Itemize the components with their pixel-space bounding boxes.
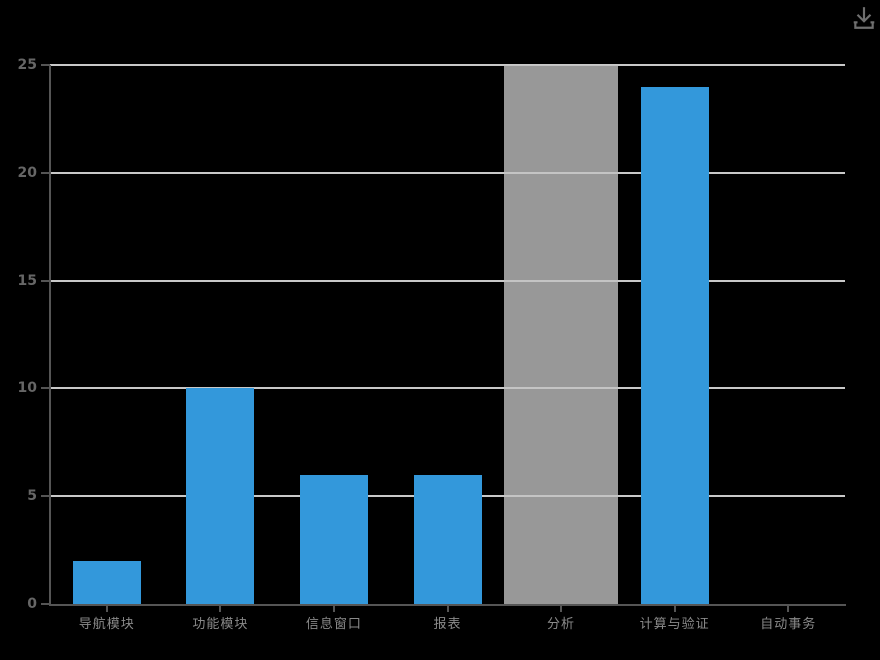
download-icon: [853, 7, 875, 29]
y-axis-line: [49, 65, 51, 606]
x-axis-label-计算与验证: 计算与验证: [639, 617, 710, 632]
x-axis-tick: [219, 606, 222, 612]
y-axis-tick: [41, 171, 50, 174]
x-axis-tick: [787, 606, 790, 612]
bar-信息窗口[interactable]: [299, 474, 368, 604]
bar-计算与验证[interactable]: [640, 86, 709, 604]
x-axis-label-自动事务: 自动事务: [760, 617, 817, 632]
y-axis-tick: [41, 279, 50, 282]
highlight-band: [504, 65, 618, 604]
y-axis-label: 25: [17, 57, 37, 73]
x-axis-tick: [105, 606, 108, 612]
save-as-image-button[interactable]: [850, 3, 878, 33]
y-axis-tick: [41, 387, 50, 390]
x-axis-label-报表: 报表: [433, 617, 462, 632]
y-axis-tick: [41, 603, 50, 605]
y-axis-tick: [41, 495, 50, 498]
x-axis-label-分析: 分析: [547, 617, 576, 632]
x-axis-label-信息窗口: 信息窗口: [305, 617, 362, 632]
x-axis-label-导航模块: 导航模块: [78, 617, 135, 632]
bar-功能模块[interactable]: [186, 388, 255, 604]
x-axis-label-功能模块: 功能模块: [192, 617, 249, 632]
y-axis-label: 15: [17, 272, 37, 289]
y-axis-label: 10: [17, 380, 37, 397]
y-axis-tick: [41, 64, 50, 66]
gridline: [50, 171, 845, 174]
gridline: [50, 64, 845, 66]
gridline: [50, 387, 845, 390]
y-axis-label: 5: [27, 488, 37, 505]
x-axis-tick: [560, 606, 563, 612]
y-axis-label: 0: [27, 596, 37, 612]
x-axis-tick: [332, 606, 335, 612]
x-axis-tick: [446, 606, 449, 612]
bar-导航模块[interactable]: [72, 560, 141, 604]
bar-报表[interactable]: [413, 474, 482, 604]
y-axis-label: 20: [17, 164, 37, 181]
x-axis-line: [49, 604, 846, 606]
x-axis-tick: [673, 606, 676, 612]
gridline: [50, 279, 845, 282]
